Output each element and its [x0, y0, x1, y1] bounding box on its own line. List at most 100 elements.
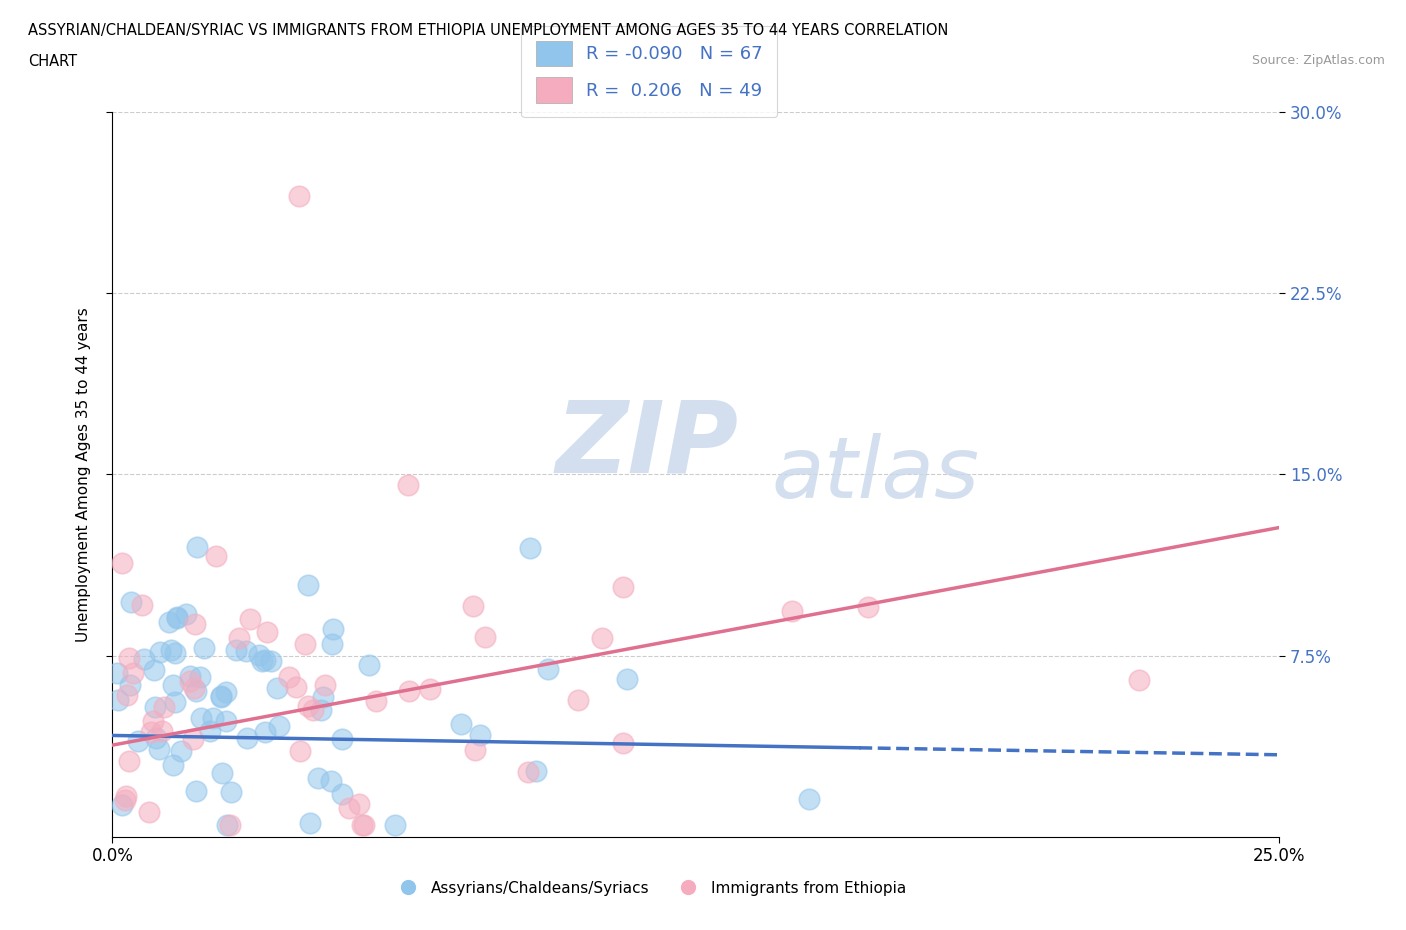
Point	[138, 804, 160, 819]
Point	[612, 736, 634, 751]
Point	[294, 636, 316, 651]
Point	[215, 684, 238, 699]
Point	[239, 612, 262, 627]
Point	[474, 630, 496, 644]
Point	[250, 653, 273, 668]
Point	[524, 764, 547, 778]
Point	[567, 693, 589, 708]
Point	[142, 714, 165, 729]
Point	[107, 693, 129, 708]
Point	[118, 651, 141, 666]
Point	[396, 478, 419, 493]
Point	[235, 644, 257, 658]
Point	[419, 682, 441, 697]
Point	[519, 540, 541, 555]
Point	[198, 724, 221, 738]
Point	[288, 189, 311, 204]
Point	[591, 631, 613, 645]
Point	[384, 817, 406, 832]
Point	[616, 671, 638, 686]
Point	[150, 724, 173, 739]
Point	[470, 728, 492, 743]
Point	[209, 689, 232, 704]
Point	[297, 578, 319, 592]
Point	[120, 595, 142, 610]
Point	[350, 817, 373, 832]
Point	[253, 724, 276, 739]
Point	[782, 604, 804, 618]
Point	[797, 792, 820, 807]
Point	[145, 699, 167, 714]
Point	[179, 669, 201, 684]
Point	[131, 598, 153, 613]
Point	[127, 734, 149, 749]
Point	[321, 637, 343, 652]
Point	[162, 678, 184, 693]
Point	[288, 744, 311, 759]
Point	[201, 711, 224, 725]
Point	[398, 684, 420, 698]
Point	[170, 743, 193, 758]
Point	[174, 607, 197, 622]
Point	[219, 784, 242, 799]
Point	[278, 670, 301, 684]
Point	[139, 724, 162, 739]
Point	[347, 796, 370, 811]
Point	[149, 645, 172, 660]
Point	[115, 687, 138, 702]
Point	[143, 662, 166, 677]
Point	[179, 673, 201, 688]
Point	[166, 609, 188, 624]
Point	[111, 798, 134, 813]
Point	[312, 690, 335, 705]
Point	[516, 764, 538, 779]
Point	[209, 689, 232, 704]
Point	[297, 698, 319, 713]
Point	[105, 665, 128, 680]
Text: CHART: CHART	[28, 54, 77, 69]
Point	[269, 719, 291, 734]
Text: atlas: atlas	[772, 432, 980, 516]
Point	[322, 621, 344, 636]
Text: Source: ZipAtlas.com: Source: ZipAtlas.com	[1251, 54, 1385, 67]
Point	[186, 684, 208, 698]
Point	[254, 653, 277, 668]
Point	[163, 695, 186, 710]
Point	[464, 742, 486, 757]
Point	[247, 648, 270, 663]
Point	[183, 681, 205, 696]
Point	[463, 599, 485, 614]
Point	[314, 677, 336, 692]
Point	[162, 757, 184, 772]
Point	[266, 681, 288, 696]
Point	[357, 658, 380, 673]
Point	[353, 817, 375, 832]
Point	[186, 783, 208, 798]
Point	[309, 703, 332, 718]
Point	[285, 680, 308, 695]
Text: ASSYRIAN/CHALDEAN/SYRIAC VS IMMIGRANTS FROM ETHIOPIA UNEMPLOYMENT AMONG AGES 35 : ASSYRIAN/CHALDEAN/SYRIAC VS IMMIGRANTS F…	[28, 23, 949, 38]
Point	[114, 789, 136, 804]
Point	[153, 699, 176, 714]
Point	[186, 539, 208, 554]
Y-axis label: Unemployment Among Ages 35 to 44 years: Unemployment Among Ages 35 to 44 years	[76, 307, 91, 642]
Point	[337, 800, 360, 815]
Point	[215, 817, 238, 832]
Point	[330, 732, 353, 747]
Point	[215, 713, 238, 728]
Legend: Assyrians/Chaldeans/Syriacs, Immigrants from Ethiopia: Assyrians/Chaldeans/Syriacs, Immigrants …	[387, 875, 912, 902]
Point	[157, 615, 180, 630]
Point	[450, 717, 472, 732]
Point	[537, 661, 560, 676]
Point	[188, 670, 211, 684]
Point	[160, 643, 183, 658]
Point	[111, 556, 134, 571]
Point	[256, 624, 278, 639]
Point	[121, 665, 143, 680]
Point	[228, 631, 250, 645]
Point	[184, 617, 207, 631]
Point	[166, 610, 188, 625]
Point	[193, 641, 215, 656]
Point	[319, 774, 342, 789]
Point	[364, 694, 387, 709]
